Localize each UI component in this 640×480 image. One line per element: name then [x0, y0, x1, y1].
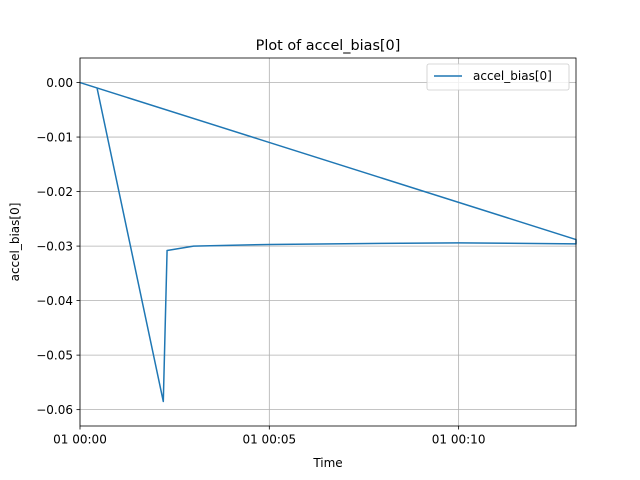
y-tick-label: −0.03 [36, 239, 73, 253]
chart-title: Plot of accel_bias[0] [256, 38, 401, 54]
y-tick-label: 0.00 [46, 76, 73, 90]
legend-label: accel_bias[0] [473, 69, 552, 83]
plot-frame [79, 57, 577, 427]
legend: accel_bias[0] [426, 63, 570, 91]
x-tick-label: 01 00:10 [432, 433, 486, 447]
y-tick-label: −0.06 [36, 403, 73, 417]
y-tick-label: −0.02 [36, 185, 73, 199]
y-tick-label: −0.01 [36, 130, 73, 144]
legend-box [426, 63, 570, 91]
axis-ticks: 0.00 −0.01 −0.02 −0.03 −0.04 −0.05 −0.06 01 00:… [36, 76, 485, 447]
y-axis-title: accel_bias[0] [8, 203, 22, 282]
x-tick-label: 01 00:05 [242, 433, 296, 447]
x-tick-label: 01 00:00 [53, 433, 107, 447]
x-axis-title: Time [312, 456, 342, 470]
y-tick-label: −0.04 [36, 294, 73, 308]
y-tick-label: −0.05 [36, 348, 73, 362]
